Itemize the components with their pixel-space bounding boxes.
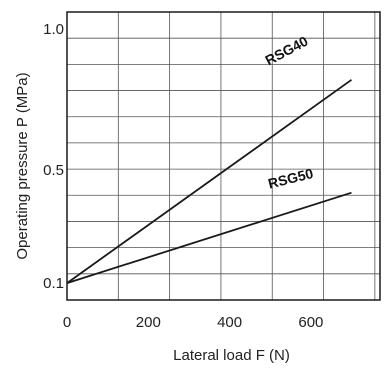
- x-tick-label: 400: [217, 314, 242, 331]
- x-tick-label: 600: [298, 314, 323, 331]
- y-tick-label: 0.5: [43, 162, 64, 179]
- x-tick-label: 200: [136, 314, 161, 331]
- grid: [67, 12, 380, 300]
- y-tick-labels: 0.1 0.5 1.0: [43, 21, 64, 292]
- x-axis-title: Lateral load F (N): [173, 347, 290, 364]
- x-tick-label: 0: [63, 314, 71, 331]
- x-tick-labels: 0 200 400 600: [63, 314, 324, 331]
- y-tick-label: 1.0: [43, 21, 64, 38]
- series-line-rsg40: [66, 79, 353, 284]
- y-axis-title: Operating pressure P (MPa): [14, 72, 31, 259]
- y-tick-label: 0.1: [43, 275, 64, 292]
- series-line-rsg50: [66, 191, 352, 284]
- plot-frame: [66, 11, 381, 301]
